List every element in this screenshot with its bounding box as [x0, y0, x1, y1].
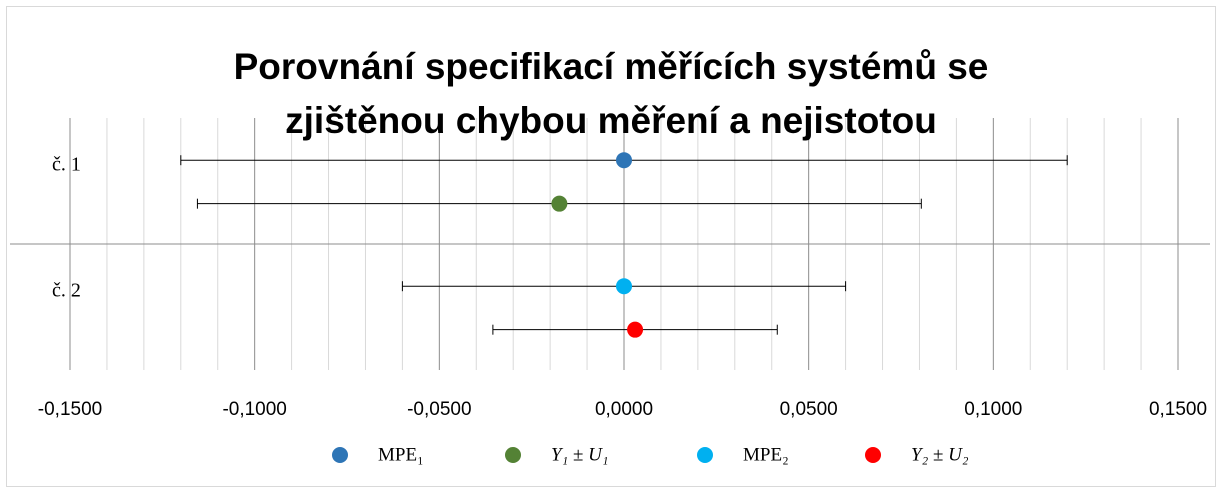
point — [616, 152, 632, 169]
legend-label: MPE₁ — [378, 444, 424, 465]
legend-marker — [865, 447, 881, 463]
legend-label: Y₁ ± U₁ — [551, 444, 608, 465]
x-tick-label: -0,0500 — [407, 399, 471, 420]
x-tick-label: -0,1500 — [38, 399, 102, 420]
x-tick-label: 0,0500 — [780, 399, 838, 420]
point — [551, 195, 568, 212]
x-tick-label: 0,1000 — [964, 399, 1022, 420]
x-tick-label: 0,0000 — [595, 399, 653, 420]
point — [616, 278, 632, 295]
x-tick-label: 0,1500 — [1149, 399, 1207, 420]
point — [627, 321, 644, 338]
legend-label: MPE₂ — [743, 444, 789, 465]
chart-border — [6, 6, 1216, 487]
legend-marker — [505, 447, 521, 463]
x-tick-label: -0,1000 — [222, 399, 286, 420]
y-tick-label: č. 2 — [52, 279, 81, 301]
legend-marker — [697, 447, 713, 463]
y-tick-label: č. 1 — [52, 153, 81, 175]
chart-title: Porovnání specifikací měřících systémů s… — [233, 46, 989, 141]
legend-label: Y₂ ± U₂ — [911, 444, 969, 465]
legend-marker — [332, 447, 348, 463]
